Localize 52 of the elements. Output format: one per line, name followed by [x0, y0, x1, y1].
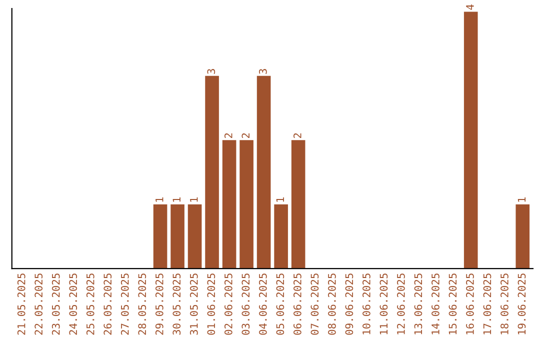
x-tick-label: 24.05.2025: [69, 274, 78, 335]
data-label: 1: [518, 197, 526, 202]
x-tick-label: 26.05.2025: [104, 274, 112, 335]
x-tick-label: 29.05.2025: [155, 274, 164, 335]
x-tick-label: 10.06.2025: [362, 274, 370, 334]
bar: [516, 204, 530, 269]
x-tick-label: 09.06.2025: [345, 274, 354, 335]
x-tick-label: 01.06.2025: [207, 274, 216, 335]
x-tick-label: 31.05.2025: [190, 274, 198, 335]
bar: [188, 204, 202, 269]
bar: [274, 204, 288, 269]
data-label: 1: [276, 197, 284, 202]
data-label: 2: [242, 133, 250, 138]
bar: [170, 204, 184, 269]
data-label: 3: [258, 69, 267, 74]
x-tick-label: 19.06.2025: [518, 274, 526, 334]
x-tick-label: 03.06.2025: [242, 274, 250, 335]
x-tick-label: 04.06.2025: [258, 274, 267, 335]
bar: [205, 76, 219, 269]
x-tick-label: 07.06.2025: [310, 274, 319, 335]
x-tick-label: 15.06.2025: [448, 274, 457, 334]
bar: [464, 12, 478, 269]
data-label: 1: [190, 197, 198, 202]
bar: [256, 76, 271, 269]
bar: [240, 140, 254, 269]
x-tick-label: 21.05.2025: [17, 274, 26, 335]
x-tick-label: 18.06.2025: [500, 274, 508, 334]
data-label: 3: [207, 69, 216, 74]
bar: [222, 140, 236, 269]
data-label: 1: [172, 197, 180, 202]
x-tick-label: 27.05.2025: [120, 274, 129, 335]
x-tick-label: 28.05.2025: [138, 274, 146, 335]
bar: [291, 140, 306, 269]
x-tick-label: 25.05.2025: [86, 274, 94, 335]
x-tick-label: 05.06.2025: [276, 274, 284, 335]
x-tick-label: 13.06.2025: [414, 274, 422, 334]
x-tick-label: 16.06.2025: [466, 274, 474, 334]
data-label: 1: [156, 197, 164, 202]
x-tick-label: 11.06.2025: [380, 274, 388, 334]
data-label: 4: [466, 4, 474, 10]
data-label: 2: [293, 133, 302, 138]
x-tick-label: 02.06.2025: [224, 274, 232, 335]
x-tick-label: 06.06.2025: [293, 274, 302, 335]
x-tick-label: 17.06.2025: [483, 274, 492, 334]
x-tick-label: 23.05.2025: [52, 274, 60, 335]
x-tick-label: 14.06.2025: [432, 274, 440, 334]
x-tick-label: 12.06.2025: [397, 274, 405, 334]
x-tick-label: 08.06.2025: [328, 274, 336, 335]
data-label: 2: [224, 133, 232, 138]
x-tick-label: 22.05.2025: [34, 274, 43, 335]
x-tick-label: 30.05.2025: [172, 274, 181, 335]
bar: [153, 204, 168, 269]
